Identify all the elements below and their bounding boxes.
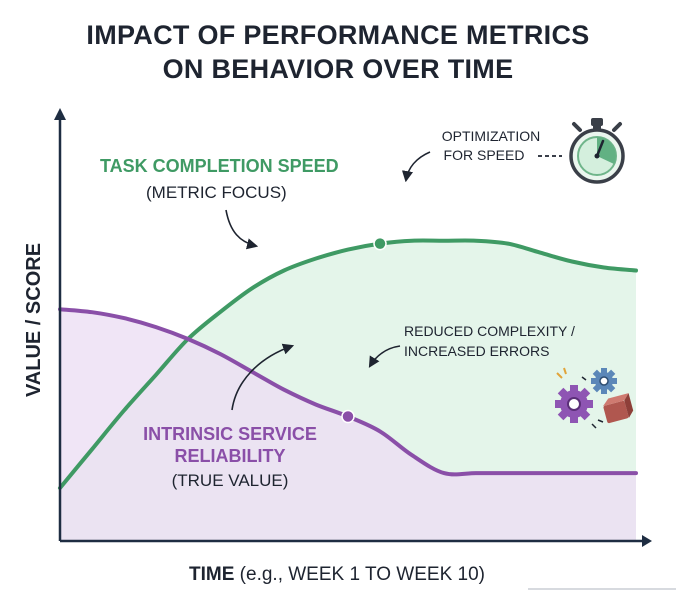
- reliability-label-arrow: [231, 343, 295, 411]
- stopwatch-icon: [569, 118, 625, 184]
- reliability-series-sublabel: (TRUE VALUE): [172, 471, 289, 490]
- reliability-highlight-point: [341, 409, 355, 424]
- speed-highlight-point: [373, 236, 387, 251]
- y-axis-arrow: [54, 108, 66, 120]
- x-axis-label-detail: (e.g., WEEK 1 TO WEEK 10): [234, 564, 485, 585]
- speed-label-arrow: [225, 209, 259, 250]
- chart-title-line-1: IMPACT OF PERFORMANCE METRICS: [86, 20, 590, 50]
- complexity-annotation-line-2: INCREASED ERRORS: [404, 343, 549, 359]
- speed-series-sublabel: (METRIC FOCUS): [146, 183, 287, 202]
- complexity-annotation-line-1: REDUCED COMPLEXITY /: [404, 323, 575, 339]
- optimization-annotation-line-2: FOR SPEED: [444, 147, 525, 163]
- y-axis-label: VALUE / SCORE: [23, 243, 45, 397]
- bottom-divider: [528, 588, 676, 590]
- x-axis-label-main: TIME: [189, 564, 234, 585]
- optimization-annotation-line-1: OPTIMIZATION: [442, 128, 541, 144]
- complexity-arrow: [368, 345, 401, 368]
- x-axis-arrow: [642, 535, 652, 547]
- gears-icon: [555, 367, 634, 429]
- reliability-area-fill: [60, 309, 636, 541]
- optimization-arrow: [401, 151, 431, 183]
- x-axis-label: TIME (e.g., WEEK 1 TO WEEK 10): [189, 564, 485, 585]
- chart-title-line-2: ON BEHAVIOR OVER TIME: [162, 54, 514, 84]
- reliability-series-label-2: RELIABILITY: [175, 446, 286, 466]
- reliability-series-label: INTRINSIC SERVICE: [143, 424, 317, 444]
- speed-series-label: TASK COMPLETION SPEED: [100, 156, 339, 176]
- task-completion-speed-line: [58, 238, 638, 490]
